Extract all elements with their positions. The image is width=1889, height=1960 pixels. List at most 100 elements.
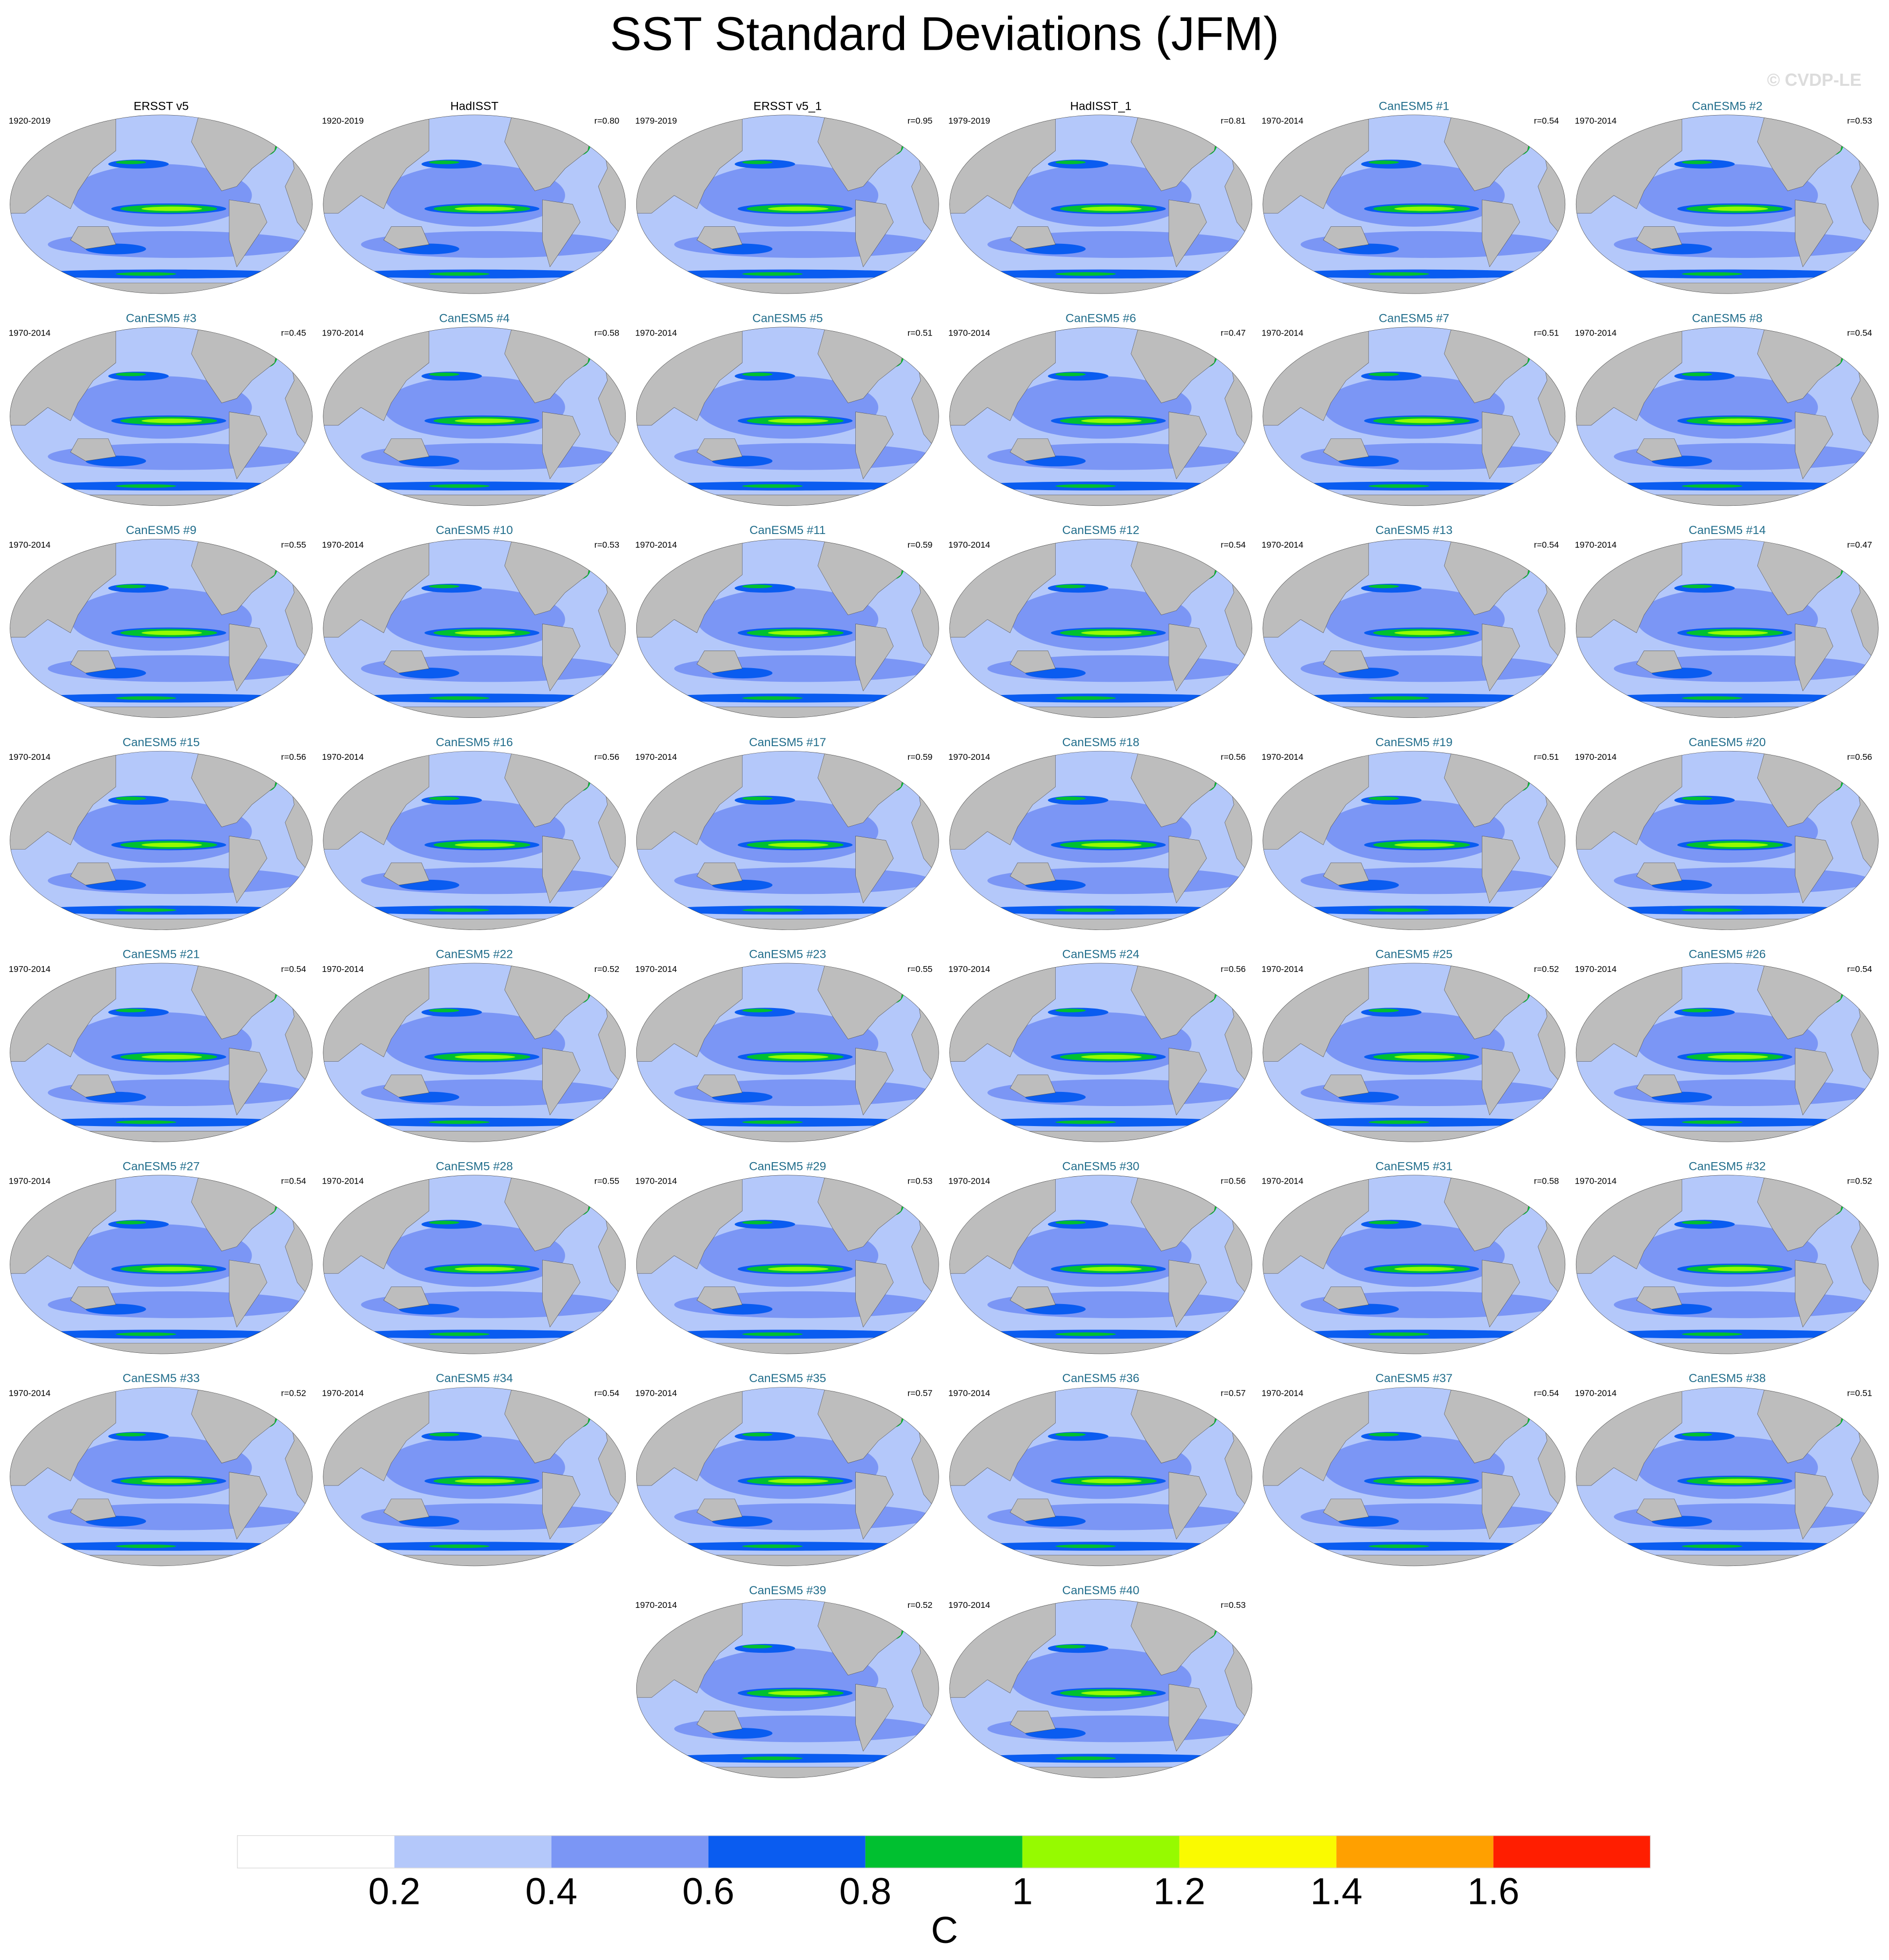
map	[1576, 539, 1878, 725]
panel-period: 1970-2014	[9, 540, 51, 550]
map	[636, 327, 939, 513]
map-panel: CanESM5 #15 1970-2014 r=0.56	[9, 736, 313, 937]
panel-title: CanESM5 #25	[1376, 948, 1453, 961]
panel-period: 1970-2014	[1261, 964, 1303, 974]
panel-title: CanESM5 #29	[749, 1160, 826, 1173]
panel-period: 1970-2014	[635, 328, 677, 337]
panel-correlation: r=0.58	[594, 328, 619, 337]
map	[636, 963, 939, 1149]
panel-period: 1970-2014	[1261, 540, 1303, 550]
panel-correlation: r=0.51	[1847, 1388, 1872, 1398]
panel-period: 1970-2014	[322, 1388, 364, 1398]
panel-correlation: r=0.54	[281, 964, 306, 974]
panel-period: 1920-2019	[322, 116, 364, 126]
map	[1576, 1175, 1878, 1361]
map	[323, 539, 626, 725]
map	[1576, 115, 1878, 301]
map-panel: CanESM5 #27 1970-2014 r=0.54	[9, 1160, 313, 1361]
panel-title: ERSST v5	[134, 99, 189, 113]
map	[323, 115, 626, 301]
map-panel: CanESM5 #11 1970-2014 r=0.59	[635, 524, 939, 725]
map-panel: CanESM5 #37 1970-2014 r=0.54	[1261, 1372, 1565, 1573]
panel-period: 1970-2014	[9, 328, 51, 337]
map-panel: CanESM5 #35 1970-2014 r=0.57	[635, 1372, 939, 1573]
map	[10, 115, 313, 301]
panel-title: CanESM5 #2	[1692, 99, 1763, 113]
color-box	[1022, 1835, 1180, 1868]
panel-title: CanESM5 #4	[439, 312, 510, 325]
map	[323, 327, 626, 513]
map-panel: CanESM5 #39 1970-2014 r=0.52	[635, 1584, 939, 1785]
map-panel: HadISST 1920-2019 r=0.80	[322, 99, 626, 300]
panel-title: CanESM5 #11	[749, 524, 826, 537]
map	[950, 1387, 1252, 1573]
panel-title: CanESM5 #24	[1062, 948, 1139, 961]
panel-correlation: r=0.53	[594, 540, 619, 550]
map-panel: CanESM5 #8 1970-2014 r=0.54	[1575, 312, 1879, 513]
color-box	[237, 1835, 394, 1868]
panel-title: CanESM5 #26	[1689, 948, 1766, 961]
panel-correlation: r=0.55	[594, 1176, 619, 1186]
panel-title: CanESM5 #1	[1379, 99, 1450, 113]
map-panel: CanESM5 #23 1970-2014 r=0.55	[635, 948, 939, 1149]
panel-correlation: r=0.56	[1220, 964, 1245, 974]
panel-title: CanESM5 #28	[436, 1160, 513, 1173]
panel-title: CanESM5 #37	[1376, 1372, 1453, 1385]
panel-title: CanESM5 #6	[1065, 312, 1136, 325]
color-box	[1179, 1835, 1337, 1868]
panel-correlation: r=0.54	[1847, 328, 1872, 337]
map	[636, 539, 939, 725]
map-panel: CanESM5 #31 1970-2014 r=0.58	[1261, 1160, 1565, 1361]
map	[1576, 1387, 1878, 1573]
map	[10, 963, 313, 1149]
panel-title: CanESM5 #10	[436, 524, 513, 537]
panel-title: CanESM5 #13	[1376, 524, 1453, 537]
map	[950, 1175, 1252, 1361]
panel-title: CanESM5 #27	[122, 1160, 199, 1173]
panel-period: 1970-2014	[635, 1600, 677, 1610]
watermark: © CVDP-LE	[1767, 70, 1862, 90]
panel-period: 1970-2014	[1261, 1388, 1303, 1398]
color-box	[394, 1835, 551, 1868]
map	[1263, 1387, 1565, 1573]
panel-period: 1970-2014	[948, 540, 990, 550]
map	[950, 539, 1252, 725]
panel-correlation: r=0.51	[1534, 752, 1559, 762]
map	[10, 539, 313, 725]
map	[1263, 1175, 1565, 1361]
map-panel: CanESM5 #28 1970-2014 r=0.55	[322, 1160, 626, 1361]
map-panel: CanESM5 #6 1970-2014 r=0.47	[948, 312, 1252, 513]
panel-correlation: r=0.56	[594, 752, 619, 762]
panel-period: 1970-2014	[635, 752, 677, 762]
panel-title: CanESM5 #34	[436, 1372, 513, 1385]
panel-title: CanESM5 #14	[1689, 524, 1766, 537]
map	[1576, 751, 1878, 937]
panel-correlation: r=0.54	[1847, 964, 1872, 974]
panel-period: 1970-2014	[9, 752, 51, 762]
map-panel: CanESM5 #40 1970-2014 r=0.53	[948, 1584, 1252, 1785]
panel-correlation: r=0.51	[907, 328, 932, 337]
map	[10, 751, 313, 937]
panel-title: HadISST	[451, 99, 499, 113]
panel-title: CanESM5 #20	[1689, 736, 1766, 749]
panel-period: 1970-2014	[948, 1600, 990, 1610]
panel-correlation: r=0.57	[907, 1388, 932, 1398]
panel-period: 1970-2014	[948, 1388, 990, 1398]
map-panel: CanESM5 #12 1970-2014 r=0.54	[948, 524, 1252, 725]
map	[950, 751, 1252, 937]
panel-period: 1970-2014	[948, 1176, 990, 1186]
panel-title: CanESM5 #7	[1379, 312, 1450, 325]
panel-period: 1920-2019	[9, 116, 51, 126]
map	[636, 751, 939, 937]
panel-period: 1970-2014	[1575, 328, 1617, 337]
map-panel: CanESM5 #2 1970-2014 r=0.53	[1575, 99, 1879, 300]
map	[950, 115, 1252, 301]
map	[950, 1599, 1252, 1785]
panel-title: CanESM5 #8	[1692, 312, 1763, 325]
map-panel: CanESM5 #25 1970-2014 r=0.52	[1261, 948, 1565, 1149]
panel-period: 1970-2014	[635, 964, 677, 974]
panel-period: 1970-2014	[322, 964, 364, 974]
panel-title: CanESM5 #18	[1062, 736, 1139, 749]
map-panel: CanESM5 #33 1970-2014 r=0.52	[9, 1372, 313, 1573]
panel-title: CanESM5 #36	[1062, 1372, 1139, 1385]
